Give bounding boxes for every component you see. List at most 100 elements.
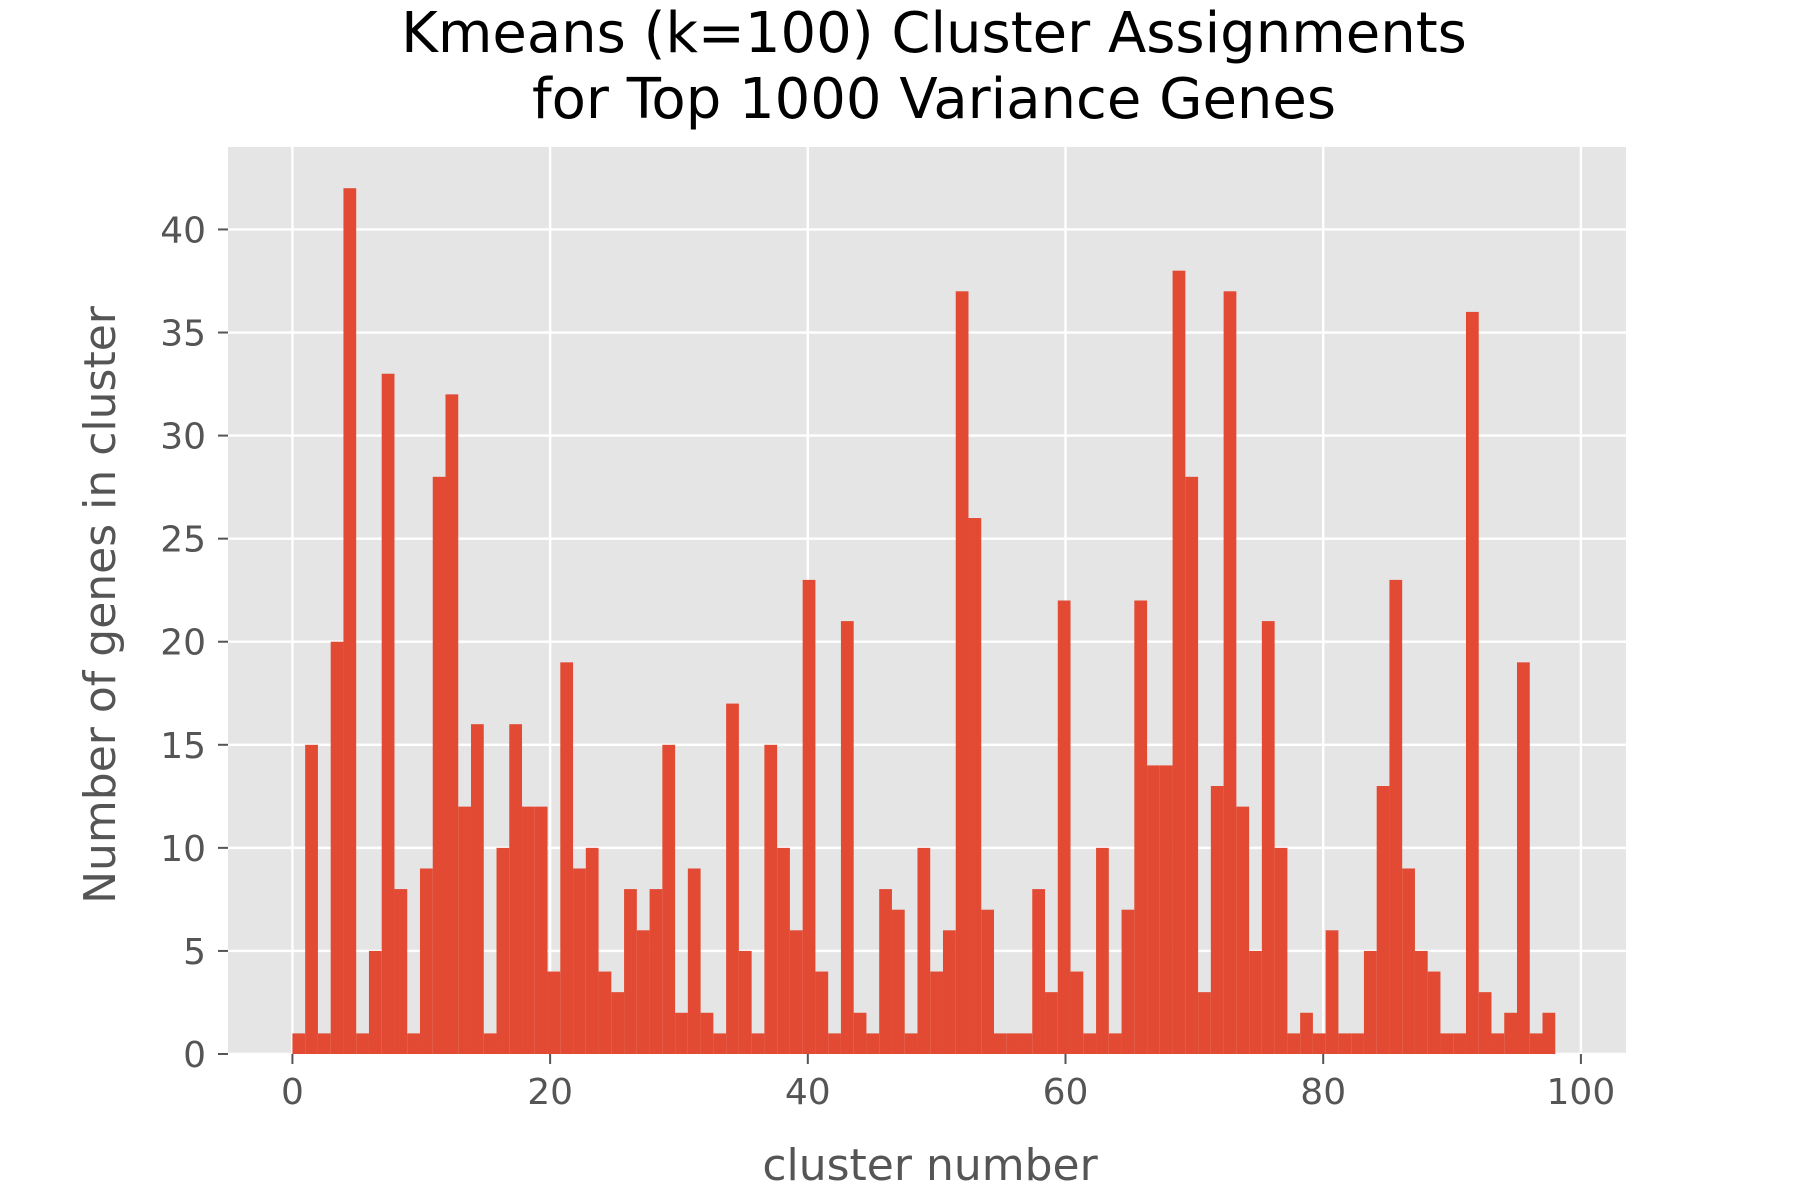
- histogram-bar: [611, 992, 625, 1054]
- histogram-bar: [1402, 868, 1415, 1054]
- histogram-bar: [649, 889, 663, 1054]
- histogram-bar: [547, 971, 561, 1054]
- histogram-bar: [496, 847, 510, 1054]
- histogram-bar: [1236, 806, 1250, 1054]
- histogram-bar: [802, 579, 816, 1054]
- y-tick-label: 35: [160, 314, 206, 355]
- histogram-bar: [356, 1033, 369, 1054]
- histogram-bar: [585, 847, 599, 1054]
- histogram-bar: [509, 724, 523, 1054]
- histogram-bar: [764, 744, 778, 1054]
- histogram-bar: [1108, 1033, 1122, 1054]
- histogram-bar: [1478, 992, 1492, 1054]
- histogram-bar: [777, 847, 790, 1054]
- histogram-bar: [1453, 1033, 1466, 1054]
- x-tick-label: 80: [1300, 1072, 1346, 1113]
- histogram-bar: [1006, 1033, 1020, 1054]
- histogram-bar: [1249, 950, 1262, 1054]
- histogram-bar: [305, 744, 318, 1054]
- histogram-bar: [942, 930, 956, 1054]
- histogram-bar: [1389, 579, 1403, 1054]
- histogram-bar: [636, 930, 650, 1054]
- histogram-bar: [1032, 889, 1046, 1054]
- histogram-bar: [1147, 765, 1160, 1054]
- x-tick-label: 40: [785, 1072, 831, 1113]
- histogram-bar: [1338, 1033, 1352, 1054]
- histogram-bar: [1465, 311, 1479, 1055]
- chart-title-line-1: Kmeans (k=100) Cluster Assignments: [401, 1, 1467, 66]
- histogram-bar: [828, 1033, 841, 1054]
- plot-area: 0 20 40 60 80 100 0 5 10 15 20 25 30 35 40: [160, 147, 1626, 1113]
- y-tick-label: 30: [160, 417, 206, 458]
- histogram-bar: [458, 806, 472, 1054]
- histogram-bar: [1019, 1033, 1033, 1054]
- histogram-bar: [1325, 930, 1339, 1054]
- histogram-bar: [343, 188, 357, 1054]
- histogram-bar: [981, 909, 995, 1054]
- y-tick-label: 20: [160, 623, 206, 664]
- histogram-bar: [522, 806, 535, 1054]
- histogram-bar: [1542, 1012, 1556, 1054]
- histogram-bar: [930, 971, 943, 1054]
- histogram-bar: [866, 1033, 880, 1054]
- histogram-bar: [1376, 786, 1390, 1054]
- x-tick-label: 20: [527, 1072, 573, 1113]
- histogram-bar: [840, 621, 854, 1054]
- histogram-bar: [573, 868, 586, 1054]
- y-axis-label: Number of genes in cluster: [75, 305, 126, 904]
- histogram-bar: [1440, 1033, 1454, 1054]
- histogram-bar: [1070, 971, 1084, 1054]
- histogram-bar: [1261, 621, 1275, 1054]
- histogram-bar: [1312, 1033, 1326, 1054]
- histogram-bar: [483, 1033, 497, 1054]
- histogram-bar: [994, 1033, 1007, 1054]
- histogram-bar: [1057, 600, 1071, 1054]
- histogram-bar: [419, 868, 433, 1054]
- histogram-bar: [700, 1012, 714, 1054]
- histogram-bar: [1287, 1033, 1301, 1054]
- histogram-bar: [330, 641, 344, 1054]
- histogram-bar: [471, 724, 484, 1054]
- histogram-bar: [624, 889, 637, 1054]
- x-tick-label: 60: [1043, 1072, 1089, 1113]
- histogram-bar: [1121, 909, 1135, 1054]
- histogram-bar: [1172, 270, 1186, 1054]
- histogram-bar: [891, 909, 905, 1054]
- histogram-bar: [1414, 950, 1428, 1054]
- histogram-bar: [1529, 1033, 1543, 1054]
- y-tick-label: 10: [160, 829, 206, 870]
- histogram-bar: [687, 868, 701, 1054]
- x-tick-label: 100: [1547, 1072, 1616, 1113]
- histogram-bar: [1427, 971, 1441, 1054]
- histogram-bar: [445, 394, 459, 1054]
- histogram-bar: [675, 1012, 688, 1054]
- histogram-bar: [1504, 1012, 1517, 1054]
- y-tick-label: 25: [160, 520, 206, 561]
- x-tick-label: 0: [281, 1072, 304, 1113]
- histogram-bar: [368, 950, 382, 1054]
- y-tick-label: 0: [183, 1035, 206, 1076]
- histogram-bar: [1300, 1012, 1313, 1054]
- histogram-bar: [1210, 786, 1224, 1054]
- histogram-bar: [1274, 847, 1288, 1054]
- histogram-bar: [917, 847, 931, 1054]
- histogram-bar: [1491, 1033, 1505, 1054]
- histogram-bar: [394, 889, 408, 1054]
- histogram-bar: [968, 518, 982, 1054]
- histogram-bar: [853, 1012, 867, 1054]
- histogram-bar: [598, 971, 612, 1054]
- chart-title-line-2: for Top 1000 Variance Genes: [532, 67, 1336, 132]
- histogram-bar: [904, 1033, 918, 1054]
- y-tick-label: 15: [160, 726, 206, 767]
- histogram-bar: [381, 373, 395, 1054]
- histogram-bar: [726, 703, 739, 1054]
- histogram-bar: [815, 971, 829, 1054]
- histogram-bar: [1134, 600, 1148, 1054]
- histogram-bar: [789, 930, 803, 1054]
- histogram-bar: [1223, 291, 1237, 1055]
- histogram-bar: [1159, 765, 1173, 1054]
- histogram-bar: [407, 1033, 420, 1054]
- histogram-bar: [879, 889, 892, 1054]
